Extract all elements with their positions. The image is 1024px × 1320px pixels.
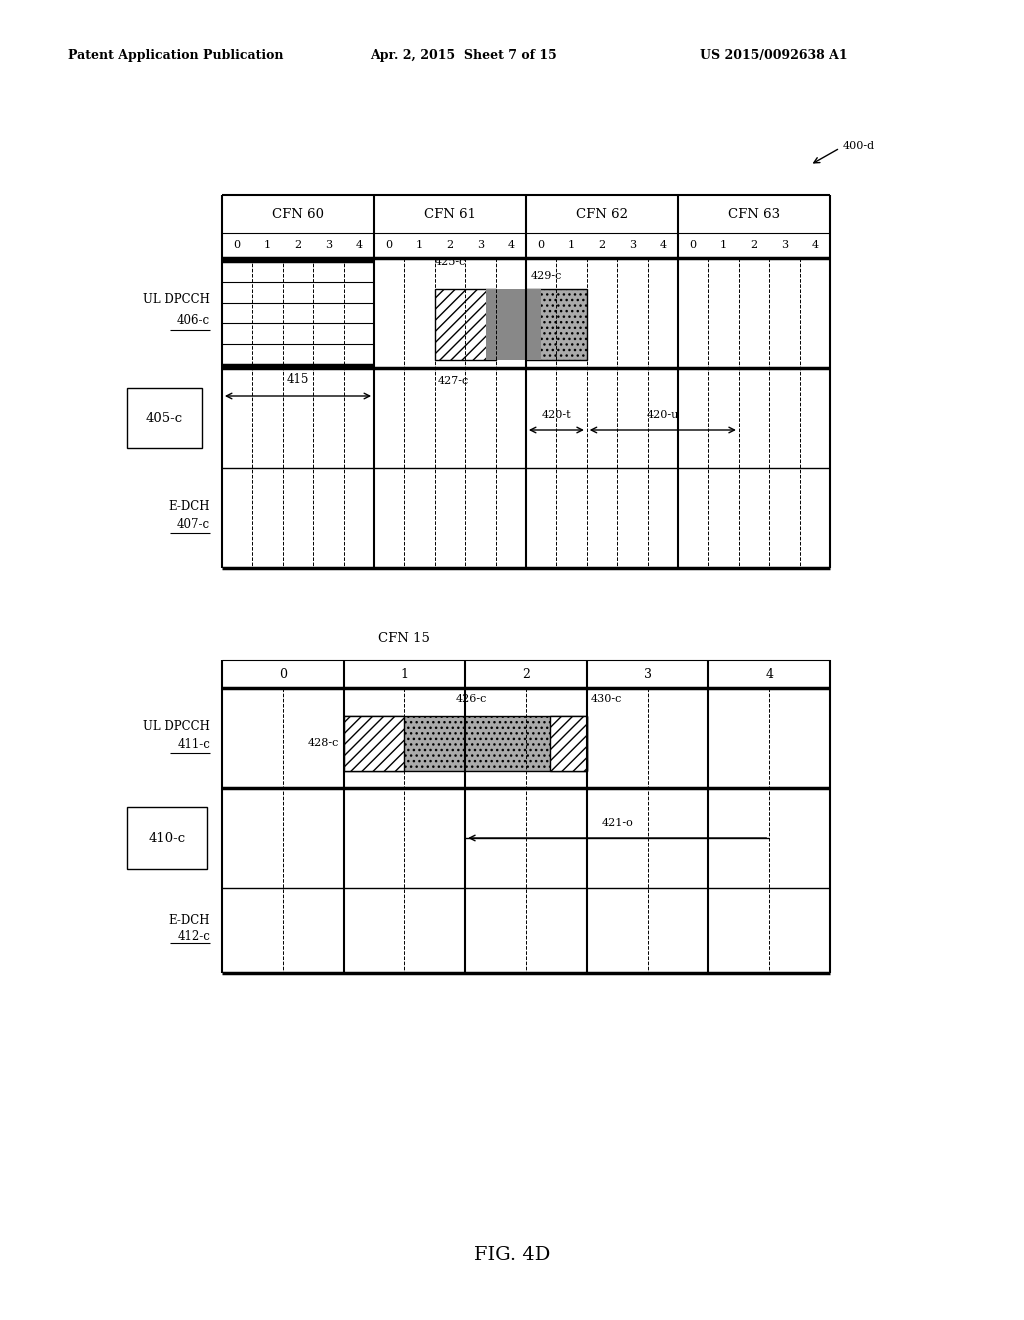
Text: 2: 2: [751, 240, 758, 251]
Bar: [486, 289, 542, 360]
Text: 0: 0: [689, 240, 696, 251]
Text: 2: 2: [598, 240, 605, 251]
Text: CFN 61: CFN 61: [424, 207, 476, 220]
Text: 425-c: 425-c: [435, 257, 466, 267]
Text: 4: 4: [355, 240, 362, 251]
Text: 1: 1: [264, 240, 271, 251]
Text: 1: 1: [568, 240, 575, 251]
Text: 426-c: 426-c: [456, 694, 486, 704]
Text: E-DCH: E-DCH: [169, 499, 210, 512]
Text: 0: 0: [386, 240, 393, 251]
Text: 412-c: 412-c: [177, 931, 210, 942]
Text: Patent Application Publication: Patent Application Publication: [68, 49, 284, 62]
Text: 411-c: 411-c: [177, 738, 210, 751]
Bar: [526, 289, 587, 360]
Text: 1: 1: [400, 668, 409, 681]
Text: US 2015/0092638 A1: US 2015/0092638 A1: [700, 49, 848, 62]
Text: 429-c: 429-c: [531, 271, 562, 281]
Text: 4: 4: [811, 240, 818, 251]
Text: CFN 62: CFN 62: [575, 207, 628, 220]
Text: UL DPCCH: UL DPCCH: [143, 719, 210, 733]
Text: CFN 60: CFN 60: [272, 207, 324, 220]
Text: 4: 4: [765, 668, 773, 681]
Text: Apr. 2, 2015  Sheet 7 of 15: Apr. 2, 2015 Sheet 7 of 15: [370, 49, 557, 62]
Text: 3: 3: [477, 240, 484, 251]
Text: 0: 0: [233, 240, 241, 251]
Text: 407-c: 407-c: [177, 519, 210, 532]
Text: 430-c: 430-c: [591, 694, 623, 704]
Text: CFN 63: CFN 63: [728, 207, 780, 220]
Text: 410-c: 410-c: [148, 832, 185, 845]
Text: 420-t: 420-t: [542, 411, 571, 420]
Bar: [344, 715, 587, 771]
Text: 3: 3: [629, 240, 636, 251]
Text: 1: 1: [720, 240, 727, 251]
Text: 3: 3: [325, 240, 332, 251]
Text: 2: 2: [295, 240, 301, 251]
Text: E-DCH: E-DCH: [169, 913, 210, 927]
Text: UL DPCCH: UL DPCCH: [143, 293, 210, 306]
Bar: [127, 807, 207, 869]
Text: 405-c: 405-c: [146, 412, 183, 425]
Text: 0: 0: [538, 240, 545, 251]
Text: CFN 15: CFN 15: [379, 631, 430, 644]
Text: 421-o: 421-o: [601, 818, 633, 828]
Text: 0: 0: [279, 668, 287, 681]
Text: 428-c: 428-c: [307, 738, 339, 748]
Bar: [435, 289, 496, 360]
Text: 4: 4: [659, 240, 667, 251]
Text: 406-c: 406-c: [177, 314, 210, 327]
Text: 2: 2: [446, 240, 454, 251]
Bar: [550, 715, 587, 771]
Text: 3: 3: [781, 240, 787, 251]
Text: 3: 3: [644, 668, 651, 681]
Text: 4: 4: [507, 240, 514, 251]
Text: 420-u: 420-u: [646, 411, 679, 420]
Text: 415: 415: [287, 374, 309, 385]
Text: 427-c: 427-c: [438, 376, 469, 385]
Bar: [344, 715, 404, 771]
Text: 1: 1: [416, 240, 423, 251]
Text: 400-d: 400-d: [843, 141, 876, 150]
Text: 2: 2: [522, 668, 530, 681]
Bar: [127, 388, 202, 447]
Text: FIG. 4D: FIG. 4D: [474, 1246, 550, 1265]
